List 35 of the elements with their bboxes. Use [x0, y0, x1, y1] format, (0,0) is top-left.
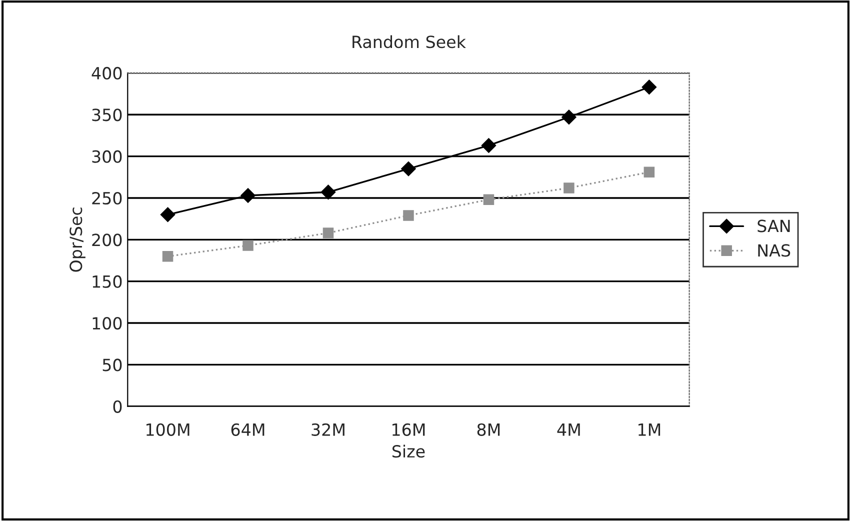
- y-tick-label: 150: [92, 275, 122, 288]
- x-tick-label: 64M: [231, 423, 264, 436]
- point: [160, 207, 176, 222]
- point: [483, 194, 494, 206]
- point: [562, 110, 576, 125]
- legend-label: NAS: [758, 244, 790, 257]
- point: [644, 166, 655, 178]
- x-tick-label: 100M: [146, 423, 190, 436]
- point: [642, 80, 657, 95]
- point: [162, 250, 174, 262]
- x-tick-label: 4M: [557, 424, 580, 436]
- point: [564, 182, 574, 194]
- y-axis-title: Opr/Sec: [70, 208, 86, 272]
- x-tick-label: 1M: [638, 424, 660, 436]
- x-tick-label: 8M: [477, 423, 500, 436]
- point: [240, 188, 256, 203]
- point: [322, 228, 334, 238]
- point: [320, 184, 336, 200]
- x-axis-title: Size: [392, 444, 425, 458]
- point: [242, 240, 254, 251]
- x-tick-label: 32M: [312, 423, 344, 436]
- y-tick-label: 100: [92, 316, 122, 330]
- point: [403, 210, 414, 221]
- y-tick-label: 0: [113, 400, 122, 413]
- y-tick-label: 250: [92, 192, 122, 205]
- y-tick-label: 200: [92, 234, 122, 246]
- point: [481, 138, 496, 153]
- y-tick-label: 50: [102, 358, 122, 372]
- x-tick-label: 16M: [392, 423, 425, 436]
- legend-label: SAN: [758, 220, 790, 232]
- chart-title: Random Seek: [352, 35, 466, 48]
- y-tick-label: 400: [92, 66, 122, 80]
- y-tick-label: 350: [92, 108, 122, 122]
- y-tick-label: 300: [92, 150, 122, 163]
- point: [401, 161, 416, 176]
